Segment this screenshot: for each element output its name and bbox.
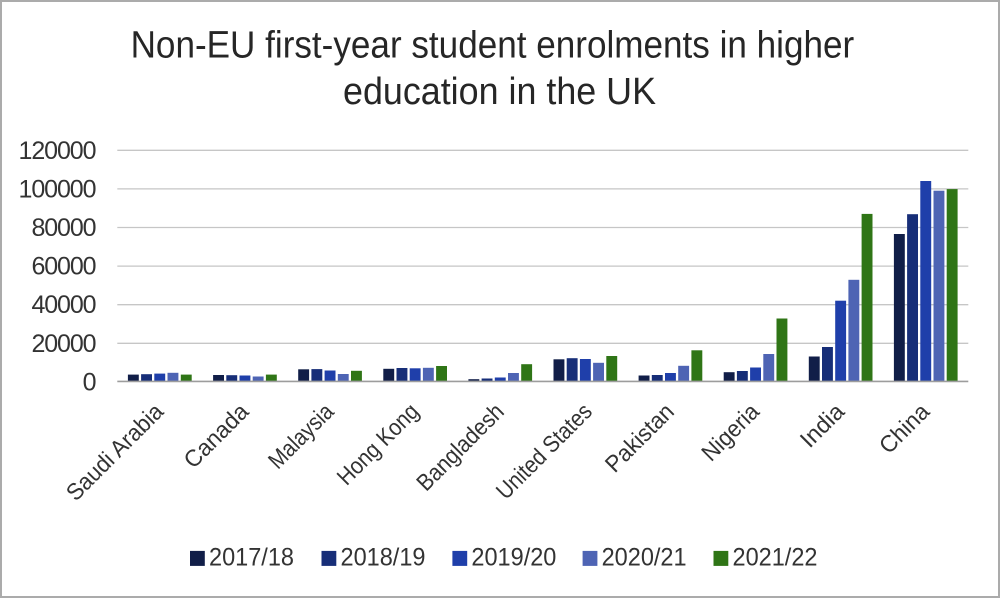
svg-text:40000: 40000 — [32, 291, 97, 319]
svg-text:Non-EU first-year student enro: Non-EU first-year student enrolments in … — [131, 25, 855, 67]
svg-text:60000: 60000 — [32, 253, 97, 281]
svg-text:2018/19: 2018/19 — [341, 544, 426, 572]
svg-text:20000: 20000 — [32, 330, 97, 358]
svg-text:education in the UK: education in the UK — [343, 71, 656, 113]
svg-text:120000: 120000 — [19, 137, 97, 165]
svg-text:2017/18: 2017/18 — [209, 544, 294, 572]
svg-text:100000: 100000 — [19, 175, 97, 203]
svg-text:0: 0 — [83, 368, 97, 396]
svg-text:2021/22: 2021/22 — [733, 544, 818, 572]
svg-text:2020/21: 2020/21 — [602, 544, 687, 572]
svg-text:2019/20: 2019/20 — [471, 544, 556, 572]
svg-text:80000: 80000 — [32, 214, 97, 242]
